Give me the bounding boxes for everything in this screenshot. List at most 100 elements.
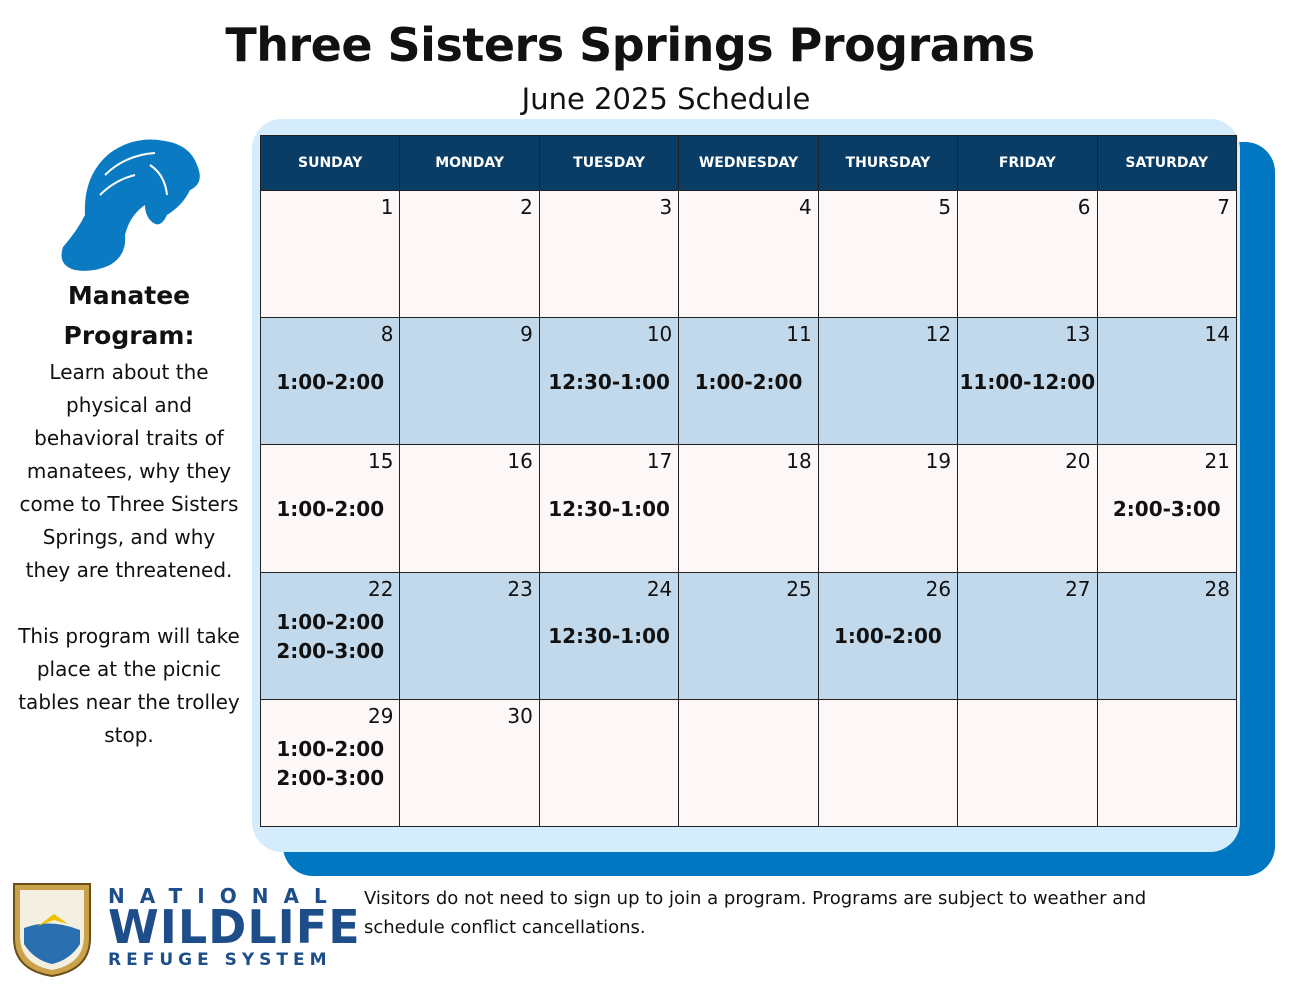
day-number: 5 xyxy=(938,195,952,219)
program-time: 2:00-3:00 xyxy=(276,765,385,790)
title: Three Sisters Springs Programs xyxy=(225,18,1035,72)
calendar-day xyxy=(1096,698,1238,828)
calendar-day: 1 xyxy=(259,189,401,319)
calendar-week: 8 1:00-2:00 9 10 12:30-1:00 11 1:00-2:00 12 13 11… xyxy=(259,317,1238,446)
calendar-day: 16 xyxy=(399,444,540,573)
calendar-day: 5 xyxy=(817,189,959,319)
day-number: 19 xyxy=(925,449,952,474)
program-times: 11:00-12:00 xyxy=(958,356,1096,408)
day-number: 30 xyxy=(507,703,533,728)
weekday-header: SUNDAY xyxy=(259,135,401,191)
program-time: 12:30-1:00 xyxy=(548,369,670,394)
day-number: 12 xyxy=(925,322,952,347)
calendar-day xyxy=(817,698,959,828)
day-number: 28 xyxy=(1204,576,1230,601)
day-number: 27 xyxy=(1065,576,1091,601)
calendar-day: 25 xyxy=(678,571,819,700)
day-number: 23 xyxy=(507,576,533,601)
day-number: 2 xyxy=(520,195,533,219)
calendar-day: 2 xyxy=(399,189,540,319)
calendar-day: 22 1:00-2:00 2:00-3:00 xyxy=(259,571,401,700)
program-time: 2:00-3:00 xyxy=(1112,496,1221,521)
program-times: 12:30-1:00 xyxy=(540,356,678,408)
calendar-week: 1 2 3 4 5 6 7 xyxy=(259,189,1238,319)
calendar-day: 6 xyxy=(957,189,1098,319)
day-number: 13 xyxy=(1065,322,1091,347)
calendar-day: 17 12:30-1:00 xyxy=(538,444,680,573)
program-times: 1:00-2:00 xyxy=(261,356,399,408)
day-number: 10 xyxy=(646,322,673,347)
calendar-week: 15 1:00-2:00 16 17 12:30-1:00 18 19 20 21 2:00-3:… xyxy=(259,444,1238,573)
program-times: 1:00-2:00 xyxy=(679,356,817,408)
calendar-day: 8 1:00-2:00 xyxy=(259,317,401,446)
weekday-header: THURSDAY xyxy=(817,135,959,191)
day-number: 17 xyxy=(646,449,673,474)
program-times: 1:00-2:00 xyxy=(819,611,957,663)
calendar-day: 20 xyxy=(957,444,1098,573)
subtitle: June 2025 Schedule xyxy=(521,82,811,116)
program-times: 12:30-1:00 xyxy=(540,611,678,663)
calendar-day: 14 xyxy=(1096,317,1238,446)
day-number: 6 xyxy=(1077,195,1091,219)
calendar-day: 26 1:00-2:00 xyxy=(817,571,959,700)
day-number: 3 xyxy=(659,195,673,219)
weekday-header: SATURDAY xyxy=(1096,135,1238,191)
program-time: 1:00-2:00 xyxy=(694,369,803,394)
calendar-day xyxy=(957,698,1098,828)
calendar-day: 9 xyxy=(399,317,540,446)
calendar-day: 13 11:00-12:00 xyxy=(957,317,1098,446)
program-times: 1:00-2:00 xyxy=(261,483,399,535)
day-number: 20 xyxy=(1065,449,1091,474)
day-number: 11 xyxy=(786,322,812,347)
program-time: 1:00-2:00 xyxy=(276,609,385,634)
program-time: 1:00-2:00 xyxy=(276,496,385,521)
calendar-day: 30 xyxy=(399,698,540,828)
program-times: 12:30-1:00 xyxy=(540,483,678,535)
calendar-day: 18 xyxy=(678,444,819,573)
calendar-day: 4 xyxy=(678,189,819,319)
day-number: 21 xyxy=(1204,449,1230,474)
day-number: 18 xyxy=(786,449,812,474)
calendar: SUNDAY MONDAY TUESDAY WEDNESDAY THURSDAY FRID… xyxy=(259,135,1238,828)
day-number: 29 xyxy=(367,703,394,728)
day-number: 14 xyxy=(1204,322,1230,347)
weekday-header: MONDAY xyxy=(399,135,540,191)
day-number: 24 xyxy=(646,576,673,601)
program-times: 1:00-2:00 2:00-3:00 xyxy=(261,737,399,790)
footer-note: Visitors do not need to sign up to join … xyxy=(364,888,1147,938)
manatee-icon xyxy=(61,139,200,271)
calendar-day: 23 xyxy=(399,571,540,700)
day-number: 1 xyxy=(380,195,394,219)
logo-line1: NATIONAL xyxy=(108,884,342,908)
day-number: 16 xyxy=(507,449,533,474)
program-time: 2:00-3:00 xyxy=(276,638,385,663)
calendar-day: 7 xyxy=(1096,189,1238,319)
day-number: 15 xyxy=(367,449,394,474)
calendar-day xyxy=(538,698,680,828)
weekday-header: TUESDAY xyxy=(538,135,680,191)
day-number: 26 xyxy=(925,576,952,601)
day-number: 4 xyxy=(798,195,812,219)
calendar-day: 28 xyxy=(1096,571,1238,700)
program-time: 1:00-2:00 xyxy=(276,369,385,394)
calendar-day: 27 xyxy=(957,571,1098,700)
program-time: 1:00-2:00 xyxy=(834,624,942,649)
calendar-day xyxy=(678,698,819,828)
calendar-day: 12 xyxy=(817,317,959,446)
calendar-day: 15 1:00-2:00 xyxy=(259,444,401,573)
fws-badge xyxy=(13,883,91,978)
day-number: 8 xyxy=(380,322,394,347)
calendar-week: 22 1:00-2:00 2:00-3:00 23 24 12:30-1:00 25 26 1:… xyxy=(259,571,1238,700)
day-number: 22 xyxy=(367,576,394,601)
sidebar: Manatee Program: Learn about the physica… xyxy=(18,276,240,785)
program-time: 11:00-12:00 xyxy=(959,369,1096,394)
logo-line3: REFUGE SYSTEM xyxy=(108,950,332,970)
calendar-day: 29 1:00-2:00 2:00-3:00 xyxy=(259,698,401,828)
program-times: 2:00-3:00 xyxy=(1098,483,1236,535)
calendar-day: 24 12:30-1:00 xyxy=(538,571,680,700)
calendar-day: 3 xyxy=(538,189,680,319)
calendar-day: 11 1:00-2:00 xyxy=(678,317,819,446)
weekday-header: FRIDAY xyxy=(957,135,1098,191)
program-description: Learn about the physical and behavioral … xyxy=(19,360,239,582)
